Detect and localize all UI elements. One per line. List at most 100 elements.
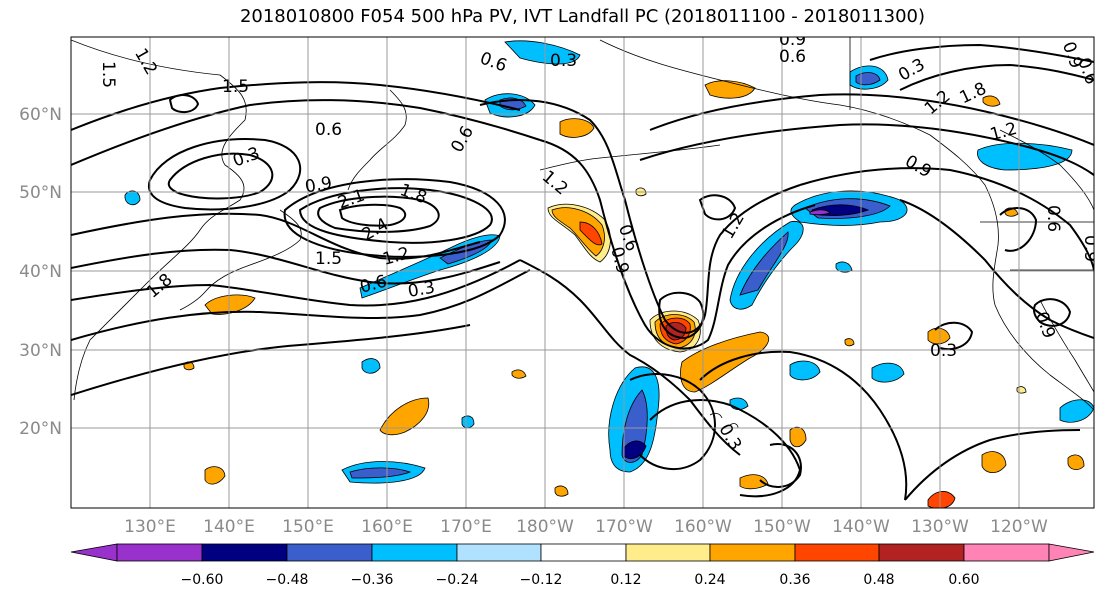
contour-small-n (698, 194, 737, 221)
contour-ring2 (283, 178, 506, 258)
fill-neg-west-dot1 (361, 358, 381, 374)
contour-band4 (71, 269, 531, 341)
contour-band2 (71, 248, 501, 285)
contour-trough2 (539, 139, 816, 350)
fill-pos-sw (379, 397, 430, 436)
contour-ne4 (899, 199, 1094, 339)
colorbar-tick: −0.12 (520, 572, 563, 588)
latitude-labels: 60°N 50°N 40°N 30°N 20°N (19, 105, 62, 439)
lon-label-180w: 180°W (516, 517, 574, 537)
lat-label-40n: 40°N (19, 262, 62, 282)
contour-east-small (934, 321, 974, 351)
lon-label-160w: 160°W (674, 517, 732, 537)
lon-label-150w: 150°W (753, 517, 811, 537)
lat-label-20n: 20°N (19, 419, 62, 439)
colorbar-tick: 0.36 (779, 572, 810, 588)
colorbar-over-arrow (1048, 543, 1095, 562)
map-title: 2018010800 F054 500 hPa PV, IVT Landfall… (239, 6, 926, 27)
coast-japan (179, 209, 302, 311)
colorbar-segment (371, 543, 458, 562)
lon-label-120w: 120°W (990, 517, 1048, 537)
contour-small-nw (168, 94, 200, 114)
colorbar-tick: 0.60 (948, 572, 979, 588)
contour-band5 (71, 324, 471, 396)
contour-label: 0.9 (1080, 235, 1100, 262)
contour-label: 0.3 (406, 278, 436, 302)
colorbar-segment (709, 543, 796, 562)
contour-label: 0.6 (315, 120, 342, 140)
contour-east-loop (699, 350, 908, 501)
longitude-labels: 130°E 140°E 150°E 160°E 170°E 180°W 170°… (124, 517, 1048, 537)
lon-label-140w: 140°W (832, 517, 890, 537)
graticule (71, 37, 1094, 508)
contour-west-lobe2 (147, 138, 302, 211)
lon-label-170e: 170°E (440, 517, 492, 537)
fill-pos-east-dot3 (1067, 454, 1085, 470)
fill-neg-dot4 (835, 261, 853, 273)
contour-label: 0.3 (930, 341, 957, 361)
contour-ring4 (338, 203, 407, 227)
contour-label: 0.3 (550, 51, 577, 71)
fill-pos-nw (559, 118, 595, 138)
contour-label: 0.9 (779, 30, 806, 50)
colorbar-segment (456, 543, 542, 562)
contour-north2 (71, 99, 541, 166)
fill-neg-top (504, 40, 581, 65)
colorbar-segment (963, 543, 1050, 562)
fill-pos-dot-small1 (554, 485, 569, 497)
colorbar-segment (201, 543, 288, 562)
contour-ne2 (639, 123, 1094, 176)
fill-pos-ne-top (704, 80, 756, 99)
pv-contours (71, 43, 1094, 501)
lat-label-30n: 30°N (19, 341, 62, 361)
colorbar-segment (286, 543, 373, 562)
fill-pos-dot-small5 (844, 338, 855, 347)
lon-label-160e: 160°E (361, 517, 413, 537)
contour-trough-main (479, 99, 801, 334)
colorbar-tick: 0.24 (694, 572, 725, 588)
contour-band3 (71, 259, 521, 307)
colorbar-segment (540, 543, 627, 562)
lat-label-60n: 60°N (19, 105, 62, 125)
colorbar (70, 543, 1095, 562)
fill-pos-south-dot2 (789, 426, 807, 448)
contour-ring1 (298, 187, 493, 244)
fill-neg-dot3 (461, 415, 475, 429)
lat-label-50n: 50°N (19, 183, 62, 203)
fill-neg-top-right-core (855, 72, 881, 86)
colorbar-tick: −0.24 (436, 572, 479, 588)
colorbar-tick: −0.48 (266, 572, 309, 588)
colorbar-ticks: −0.60 −0.48 −0.36 −0.24 −0.12 0.12 0.24 … (181, 572, 980, 588)
contour-label: 1.5 (98, 61, 118, 88)
fill-pos-dot-small8 (1016, 386, 1027, 394)
contour-north1 (71, 81, 521, 131)
contour-east-open (904, 429, 1081, 501)
colorbar-tick: −0.36 (351, 572, 394, 588)
contour-ring3 (317, 195, 440, 233)
coast-alaska (599, 39, 1094, 411)
fill-neg-south-core (349, 467, 412, 479)
colorbar-tick: 0.48 (863, 572, 894, 588)
fill-pos-dot-small2 (982, 95, 1001, 107)
contour-trough-loop (658, 291, 705, 340)
contour-label: 0.6 (779, 47, 806, 67)
colorbar-segment (116, 543, 203, 562)
fill-neg-subtropic-deep (623, 440, 647, 460)
coast-baja (1039, 299, 1094, 393)
coast-asia-east (71, 39, 247, 401)
fill-pos-central-jet-core (551, 207, 605, 257)
contour-se (759, 443, 802, 488)
contour-east-small2 (999, 207, 1038, 252)
lon-label-130e: 130°E (124, 517, 176, 537)
contour-label: 1.5 (222, 77, 249, 97)
lon-label-130w: 130°W (911, 517, 969, 537)
coast-aleutians (539, 144, 721, 171)
fill-neg-aleutian-max (809, 209, 831, 216)
fill-neg-east2 (871, 362, 905, 383)
fill-pos-left-edge (204, 294, 256, 315)
contour-label: 0.9 (303, 173, 333, 197)
contour-band1 (71, 212, 481, 260)
fill-neg-central-band-core (739, 231, 789, 296)
contour-ne-top1 (869, 43, 1094, 63)
lon-label-150e: 150°E (282, 517, 334, 537)
